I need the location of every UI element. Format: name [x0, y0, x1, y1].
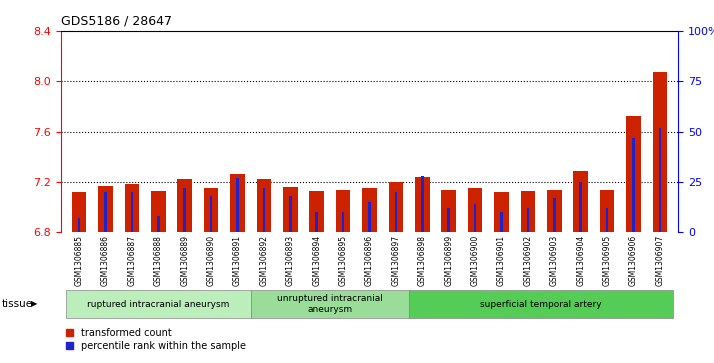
- Text: GSM1306899: GSM1306899: [444, 235, 453, 286]
- Bar: [99, 186, 113, 232]
- Bar: [283, 187, 298, 232]
- Bar: [521, 191, 535, 232]
- Text: GSM1306898: GSM1306898: [418, 235, 427, 286]
- Bar: [210, 196, 213, 232]
- Bar: [388, 182, 403, 232]
- Bar: [494, 192, 508, 232]
- FancyBboxPatch shape: [66, 290, 251, 318]
- Bar: [125, 184, 139, 232]
- Bar: [78, 218, 81, 232]
- Bar: [415, 177, 430, 232]
- Bar: [526, 208, 529, 232]
- Text: GSM1306897: GSM1306897: [391, 235, 401, 286]
- Bar: [441, 189, 456, 232]
- Bar: [468, 188, 483, 232]
- Bar: [183, 188, 186, 232]
- Bar: [653, 72, 667, 232]
- Bar: [204, 188, 218, 232]
- Bar: [263, 188, 265, 232]
- Text: GSM1306887: GSM1306887: [128, 235, 136, 286]
- Text: GSM1306886: GSM1306886: [101, 235, 110, 286]
- Text: GDS5186 / 28647: GDS5186 / 28647: [61, 15, 171, 28]
- Bar: [289, 196, 291, 232]
- Text: GSM1306900: GSM1306900: [471, 235, 480, 286]
- FancyBboxPatch shape: [409, 290, 673, 318]
- Bar: [573, 171, 588, 232]
- Text: GSM1306894: GSM1306894: [312, 235, 321, 286]
- Text: GSM1306889: GSM1306889: [180, 235, 189, 286]
- Text: GSM1306895: GSM1306895: [338, 235, 348, 286]
- Bar: [579, 182, 582, 232]
- Legend: transformed count, percentile rank within the sample: transformed count, percentile rank withi…: [66, 328, 246, 351]
- Bar: [553, 198, 555, 232]
- Bar: [336, 189, 351, 232]
- Bar: [157, 216, 160, 232]
- FancyBboxPatch shape: [251, 290, 409, 318]
- Bar: [178, 179, 192, 232]
- Bar: [605, 208, 608, 232]
- Bar: [231, 174, 245, 232]
- Text: GSM1306905: GSM1306905: [603, 235, 611, 286]
- Text: unruptured intracranial
aneurysm: unruptured intracranial aneurysm: [277, 294, 383, 314]
- Text: GSM1306892: GSM1306892: [259, 235, 268, 286]
- Bar: [500, 212, 503, 232]
- Bar: [421, 176, 423, 232]
- Text: superficial temporal artery: superficial temporal artery: [481, 299, 602, 309]
- Bar: [256, 179, 271, 232]
- Bar: [368, 202, 371, 232]
- Text: GSM1306893: GSM1306893: [286, 235, 295, 286]
- Text: ▶: ▶: [31, 299, 37, 309]
- Bar: [151, 191, 166, 232]
- Text: GSM1306906: GSM1306906: [629, 235, 638, 286]
- Text: GSM1306903: GSM1306903: [550, 235, 559, 286]
- Text: GSM1306904: GSM1306904: [576, 235, 585, 286]
- Text: GSM1306888: GSM1306888: [154, 235, 163, 286]
- Text: ruptured intracranial aneurysm: ruptured intracranial aneurysm: [87, 299, 229, 309]
- Text: GSM1306902: GSM1306902: [523, 235, 533, 286]
- Bar: [316, 212, 318, 232]
- Text: GSM1306890: GSM1306890: [206, 235, 216, 286]
- Bar: [448, 208, 450, 232]
- Bar: [131, 192, 134, 232]
- Bar: [600, 189, 614, 232]
- Text: GSM1306885: GSM1306885: [75, 235, 84, 286]
- Bar: [547, 189, 561, 232]
- Bar: [72, 192, 86, 232]
- Text: GSM1306901: GSM1306901: [497, 235, 506, 286]
- Text: GSM1306907: GSM1306907: [655, 235, 664, 286]
- Bar: [626, 117, 640, 232]
- Bar: [104, 192, 107, 232]
- Bar: [395, 192, 397, 232]
- Bar: [632, 138, 635, 232]
- Text: GSM1306896: GSM1306896: [365, 235, 374, 286]
- Bar: [474, 204, 476, 232]
- Bar: [362, 188, 377, 232]
- Bar: [658, 127, 661, 232]
- Bar: [236, 178, 239, 232]
- Bar: [309, 191, 324, 232]
- Text: GSM1306891: GSM1306891: [233, 235, 242, 286]
- Text: tissue: tissue: [1, 299, 33, 309]
- Bar: [342, 212, 344, 232]
